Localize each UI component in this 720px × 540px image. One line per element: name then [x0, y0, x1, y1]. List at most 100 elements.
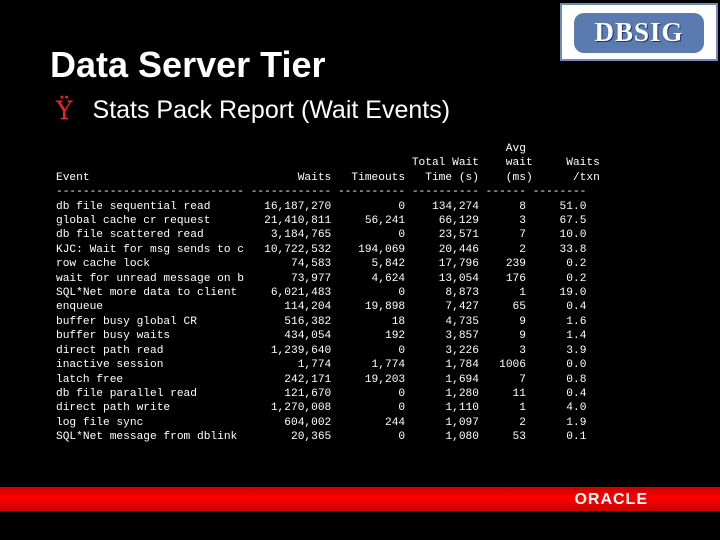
report-cell-1: 1,774: [243, 359, 332, 372]
report-cell-5: 1.9: [525, 416, 587, 429]
report-row: db file sequential read 16,187,270 0 134…: [56, 201, 586, 213]
report-cell-3: 134,274: [405, 200, 479, 213]
report-cell-5: 0.4: [525, 301, 587, 314]
report-row: global cache cr request 21,410,811 56,24…: [56, 215, 586, 227]
report-row: KJC: Wait for msg sends to c 10,722,532 …: [56, 244, 586, 256]
report-row: latch free 242,171 19,203 1,694 7 0.8: [56, 374, 586, 386]
logo-badge: DBSIG: [574, 13, 704, 53]
report-cell-5: 1.6: [525, 315, 587, 328]
report-row: buffer busy global CR 516,382 18 4,735 9…: [56, 316, 586, 328]
report-cell-3: 13,054: [405, 272, 479, 285]
report-cell-1: 121,670: [243, 387, 332, 400]
report-cell-1: 1,270,008: [243, 402, 332, 415]
report-row: SQL*Net more data to client 6,021,483 0 …: [56, 287, 586, 299]
report-cell-5: 3.9: [525, 344, 587, 357]
report-cell-1: 434,054: [243, 330, 332, 343]
report-cell-5: 4.0: [525, 402, 587, 415]
report-cell-1: 3,184,765: [243, 229, 332, 242]
bullet-icon: Ÿ: [56, 96, 73, 125]
report-cell-5: 0.4: [525, 387, 587, 400]
bullet-point: Ÿ Stats Pack Report (Wait Events): [56, 96, 450, 125]
report-cell-0: log file sync: [56, 416, 244, 429]
report-cell-2: 0: [331, 200, 406, 213]
report-row: enqueue 114,204 19,898 7,427 65 0.4: [56, 301, 586, 313]
report-cell-2: 1,774: [331, 359, 406, 372]
report-cell-0: inactive session: [56, 359, 244, 372]
report-cell-4: 7: [478, 229, 526, 242]
report-cell-0: buffer busy global CR: [56, 315, 244, 328]
report-cell-4: 9: [478, 315, 526, 328]
report-cell-2: 0: [331, 387, 406, 400]
report-cell-5: 0.2: [525, 258, 587, 271]
report-cell-3: 1,280: [405, 387, 479, 400]
report-row: SQL*Net message from dblink 20,365 0 1,0…: [56, 431, 586, 443]
report-row: buffer busy waits 434,054 192 3,857 9 1.…: [56, 330, 586, 342]
report-cell-5: 67.5: [525, 215, 587, 228]
report-header-line-3: Event Waits Timeouts Time (s) (ms) /txn: [56, 171, 600, 184]
report-row: db file scattered read 3,184,765 0 23,57…: [56, 229, 586, 241]
bullet-text: Stats Pack Report (Wait Events): [92, 96, 451, 124]
report-cell-3: 20,446: [405, 243, 479, 256]
report-cell-3: 3,226: [405, 344, 479, 357]
report-cell-5: 10.0: [525, 229, 587, 242]
report-cell-3: 3,857: [405, 330, 479, 343]
report-cell-2: 192: [331, 330, 406, 343]
report-cell-4: 2: [478, 243, 526, 256]
report-cell-0: SQL*Net message from dblink: [56, 431, 244, 444]
report-cell-4: 9: [478, 330, 526, 343]
report-separator: ---------------------------- -----------…: [56, 186, 587, 199]
report-header-line-1: Avg: [56, 143, 526, 155]
report-cell-3: 1,784: [405, 359, 479, 372]
report-cell-0: latch free: [56, 373, 244, 386]
report-cell-2: 244: [331, 416, 406, 429]
report-cell-2: 0: [331, 431, 406, 444]
report-cell-2: 18: [331, 315, 406, 328]
report-rows: db file sequential read 16,187,270 0 134…: [56, 201, 586, 444]
report-cell-3: 1,694: [405, 373, 479, 386]
report-cell-3: 4,735: [405, 315, 479, 328]
report-cell-1: 20,365: [243, 431, 332, 444]
report-cell-0: direct path read: [56, 344, 244, 357]
report-cell-2: 0: [331, 287, 406, 300]
report-cell-1: 114,204: [243, 301, 332, 314]
report-cell-3: 7,427: [405, 301, 479, 314]
report-row: wait for unread message on b 73,977 4,62…: [56, 273, 586, 285]
report-cell-5: 33.8: [525, 243, 587, 256]
report-cell-5: 51.0: [525, 200, 587, 213]
report-row: direct path write 1,270,008 0 1,110 1 4.…: [56, 402, 586, 414]
report-cell-2: 194,069: [331, 243, 406, 256]
report-cell-3: 8,873: [405, 287, 479, 300]
report-cell-4: 239: [478, 258, 526, 271]
report-cell-2: 0: [331, 402, 406, 415]
report-cell-0: wait for unread message on b: [56, 272, 244, 285]
report-cell-4: 53: [478, 431, 526, 444]
report-cell-0: buffer busy waits: [56, 330, 244, 343]
report-row: inactive session 1,774 1,774 1,784 1006 …: [56, 359, 586, 371]
footer-bar: [0, 487, 720, 511]
report-cell-0: row cache lock: [56, 258, 244, 271]
report-cell-1: 1,239,640: [243, 344, 332, 357]
statspack-report: Avg Total Wait wait Waits Event Waits Ti…: [56, 142, 600, 445]
report-cell-1: 21,410,811: [243, 215, 332, 228]
report-header-line-2: Total Wait wait Waits: [56, 157, 600, 170]
report-cell-5: 19.0: [525, 287, 587, 300]
report-row: log file sync 604,002 244 1,097 2 1.9: [56, 417, 586, 429]
report-cell-5: 1.4: [525, 330, 587, 343]
report-cell-4: 3: [478, 215, 526, 228]
report-cell-0: db file sequential read: [56, 200, 244, 213]
report-cell-4: 7: [478, 373, 526, 386]
report-cell-0: SQL*Net more data to client: [56, 287, 244, 300]
report-row: direct path read 1,239,640 0 3,226 3 3.9: [56, 345, 586, 357]
report-cell-3: 1,080: [405, 431, 479, 444]
report-cell-1: 242,171: [243, 373, 332, 386]
report-cell-4: 11: [478, 387, 526, 400]
report-cell-4: 1: [478, 402, 526, 415]
report-cell-4: 1006: [478, 359, 526, 372]
report-row: db file parallel read 121,670 0 1,280 11…: [56, 388, 586, 400]
logo-text: DBSIG: [594, 17, 684, 47]
report-cell-1: 6,021,483: [243, 287, 332, 300]
report-cell-0: enqueue: [56, 301, 244, 314]
report-cell-0: global cache cr request: [56, 215, 244, 228]
report-cell-2: 19,898: [331, 301, 406, 314]
report-cell-1: 516,382: [243, 315, 332, 328]
